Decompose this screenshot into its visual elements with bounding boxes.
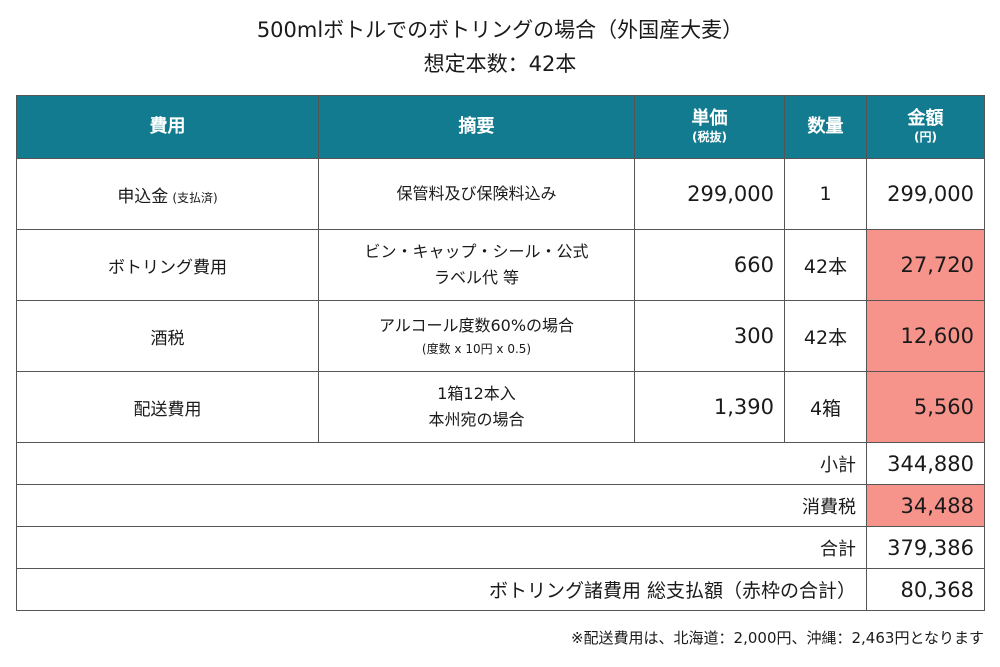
fee-cell: 申込金 (支払済) bbox=[16, 158, 319, 230]
amount-cell-highlighted: 27,720 bbox=[866, 229, 985, 301]
header-amount-label: 金額 bbox=[907, 108, 944, 129]
header-amount-sub: (円) bbox=[914, 130, 937, 144]
summary-cell: 1箱12本入 本州宛の場合 bbox=[318, 371, 635, 443]
summary-line: 本州宛の場合 bbox=[428, 410, 525, 429]
quantity: 1 bbox=[819, 183, 832, 205]
tax-label-cell: 消費税 bbox=[16, 484, 867, 527]
header-summary: 摘要 bbox=[318, 95, 635, 159]
fee-note: (支払済) bbox=[172, 190, 218, 205]
unit-price: 300 bbox=[733, 324, 774, 348]
total-row: 合計 379,386 bbox=[16, 526, 985, 569]
total-value-cell: 379,386 bbox=[866, 526, 985, 569]
table-row: ボトリング費用 ビン・キャップ・シール・公式 ラベル代 等 660 42本 27… bbox=[16, 229, 985, 301]
tax-value: 34,488 bbox=[900, 493, 974, 518]
table-row: 申込金 (支払済) 保管料及び保険料込み 299,000 1 299,000 bbox=[16, 158, 985, 230]
unit-price-cell: 300 bbox=[634, 300, 785, 372]
bottling-total-row: ボトリング諸費用 総支払額（赤枠の合計） 80,368 bbox=[16, 568, 985, 611]
unit-price: 299,000 bbox=[687, 182, 774, 206]
unit-price: 660 bbox=[733, 253, 774, 277]
summary-cell: ビン・キャップ・シール・公式 ラベル代 等 bbox=[318, 229, 635, 301]
summary-cell: アルコール度数60%の場合 (度数 x 10円 x 0.5) bbox=[318, 300, 635, 372]
quantity-cell: 4箱 bbox=[784, 371, 867, 443]
amount-cell-highlighted: 12,600 bbox=[866, 300, 985, 372]
header-unit-price: 単価 (税抜) bbox=[634, 95, 785, 159]
header-row: 費用 摘要 単価 (税抜) 数量 金額 (円) bbox=[16, 95, 985, 159]
subtotal-value-cell: 344,880 bbox=[866, 442, 985, 485]
fee-name: ボトリング費用 bbox=[108, 257, 227, 278]
total-value: 379,386 bbox=[887, 535, 974, 560]
header-amount: 金額 (円) bbox=[866, 95, 985, 159]
header-quantity: 数量 bbox=[784, 95, 867, 159]
summary-cell: 保管料及び保険料込み bbox=[318, 158, 635, 230]
cost-table: 費用 摘要 単価 (税抜) 数量 金額 (円) 申込金 (支払済) 保管料及び保険… bbox=[16, 95, 985, 611]
amount: 27,720 bbox=[900, 253, 974, 277]
subtotal-label-cell: 小計 bbox=[16, 442, 867, 485]
bottling-total-value: 80,368 bbox=[900, 577, 974, 602]
table-row: 配送費用 1箱12本入 本州宛の場合 1,390 4箱 5,560 bbox=[16, 371, 985, 443]
fee-name: 申込金 bbox=[117, 186, 169, 207]
amount-cell: 299,000 bbox=[866, 158, 985, 230]
fee-name: 酒税 bbox=[150, 328, 185, 349]
quantity: 42本 bbox=[803, 326, 848, 349]
summary-line: 1箱12本入 bbox=[437, 384, 516, 403]
amount: 5,560 bbox=[913, 395, 974, 419]
summary-line: ラベル代 等 bbox=[433, 268, 520, 287]
summary-line: 保管料及び保険料込み bbox=[396, 184, 557, 203]
table-row: 酒税 アルコール度数60%の場合 (度数 x 10円 x 0.5) 300 42… bbox=[16, 300, 985, 372]
quantity: 42本 bbox=[803, 255, 848, 278]
unit-price-cell: 660 bbox=[634, 229, 785, 301]
tax-value-cell-highlighted: 34,488 bbox=[866, 484, 985, 527]
quantity: 4箱 bbox=[809, 397, 842, 420]
page-subtitle: 想定本数：42本 bbox=[423, 52, 577, 76]
bottling-total-label: ボトリング諸費用 総支払額（赤枠の合計） bbox=[488, 580, 856, 602]
quantity-cell: 42本 bbox=[784, 300, 867, 372]
quantity-cell: 42本 bbox=[784, 229, 867, 301]
bottling-total-value-cell: 80,368 bbox=[866, 568, 985, 611]
subtotal-row: 小計 344,880 bbox=[16, 442, 985, 485]
unit-price: 1,390 bbox=[713, 395, 774, 419]
fee-cell: 配送費用 bbox=[16, 371, 319, 443]
fee-cell: ボトリング費用 bbox=[16, 229, 319, 301]
subtotal-label: 小計 bbox=[820, 454, 856, 476]
amount-cell-highlighted: 5,560 bbox=[866, 371, 985, 443]
amount: 12,600 bbox=[900, 324, 974, 348]
unit-price-cell: 1,390 bbox=[634, 371, 785, 443]
bottling-total-label-cell: ボトリング諸費用 総支払額（赤枠の合計） bbox=[16, 568, 867, 611]
fee-name: 配送費用 bbox=[133, 399, 202, 420]
quantity-cell: 1 bbox=[784, 158, 867, 230]
page-title: 500mlボトルでのボトリングの場合（外国産大麦） bbox=[256, 18, 744, 42]
fee-cell: 酒税 bbox=[16, 300, 319, 372]
header-unit-price-sub: (税抜) bbox=[692, 130, 727, 144]
subtotal-value: 344,880 bbox=[887, 451, 974, 476]
tax-label: 消費税 bbox=[802, 496, 856, 518]
header-unit-price-label: 単価 bbox=[691, 108, 728, 129]
total-label: 合計 bbox=[820, 538, 856, 560]
unit-price-cell: 299,000 bbox=[634, 158, 785, 230]
amount: 299,000 bbox=[887, 182, 974, 206]
tax-row: 消費税 34,488 bbox=[16, 484, 985, 527]
total-label-cell: 合計 bbox=[16, 526, 867, 569]
summary-line: ビン・キャップ・シール・公式 bbox=[364, 242, 589, 261]
footnote: ※配送費用は、北海道：2,000円、沖縄：2,463円となります bbox=[570, 629, 984, 647]
header-fee: 費用 bbox=[16, 95, 319, 159]
summary-note: (度数 x 10円 x 0.5) bbox=[421, 342, 532, 356]
summary-line: アルコール度数60%の場合 bbox=[378, 316, 575, 335]
